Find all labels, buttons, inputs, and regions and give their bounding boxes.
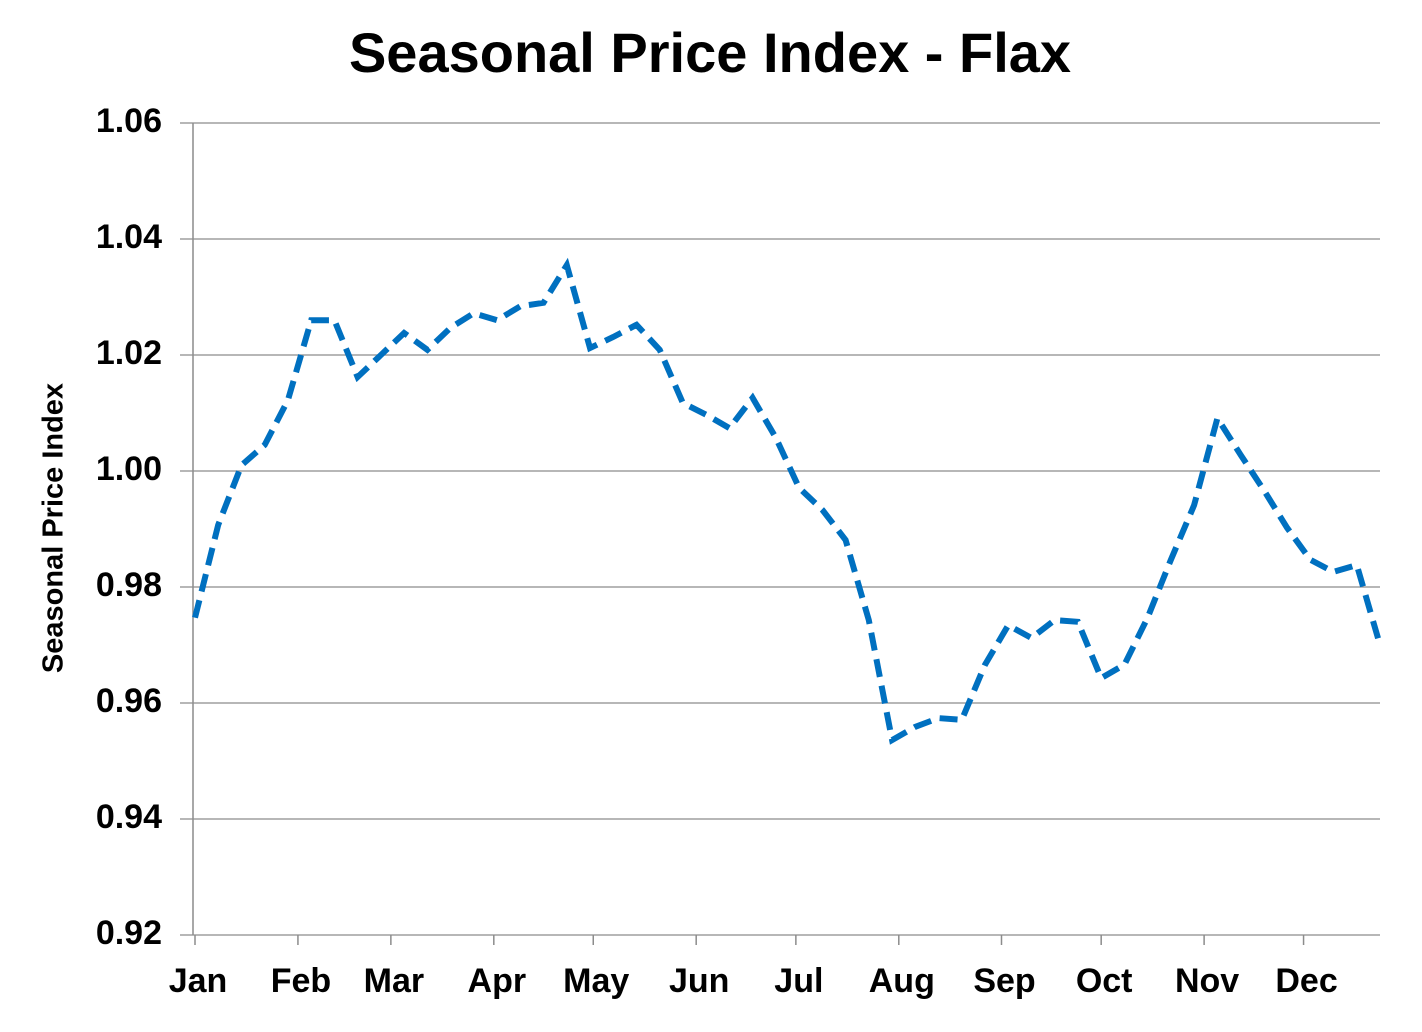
x-tick-label: May: [563, 962, 629, 1000]
y-tick-label: 0.92: [96, 914, 162, 952]
y-axis-label: Seasonal Price Index: [38, 383, 70, 673]
x-tick-label: Jul: [774, 962, 823, 1000]
y-tick-label: 1.02: [96, 334, 162, 372]
x-tick-label: Sep: [973, 962, 1035, 1000]
chart-title: Seasonal Price Index - Flax: [349, 21, 1071, 84]
x-tick-label: Feb: [271, 962, 331, 1000]
data-line: [192, 257, 1383, 745]
y-tick-label: 0.98: [96, 566, 162, 604]
x-tick-label: Jun: [669, 962, 729, 1000]
x-tick-label: Oct: [1076, 962, 1133, 1000]
y-tick-label: 0.96: [96, 682, 162, 720]
x-tick-label: Nov: [1175, 962, 1239, 1000]
y-tick-label: 0.94: [96, 798, 162, 836]
x-tick-label: Dec: [1275, 962, 1337, 1000]
x-tick-label: Apr: [468, 962, 527, 1000]
x-tick-label: Aug: [869, 962, 935, 1000]
x-tick-label: Mar: [364, 962, 424, 1000]
y-tick-label: 1.06: [96, 102, 162, 140]
x-tick-label: Jan: [169, 962, 228, 1000]
y-tick-label: 1.04: [96, 218, 162, 256]
y-tick-label: 1.00: [96, 450, 162, 488]
